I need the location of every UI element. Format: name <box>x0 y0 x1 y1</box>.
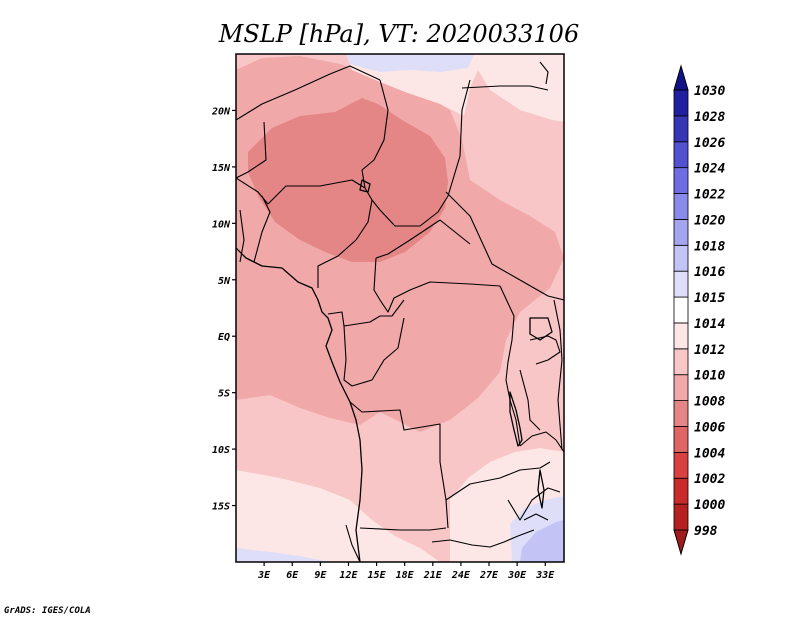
colorbar-segment <box>673 115 689 143</box>
lon-label: 3E <box>257 570 271 581</box>
pressure-fill-1016-north <box>346 54 474 72</box>
lake-malawi <box>537 469 545 509</box>
colorbar-segment <box>673 477 689 505</box>
colorbar-segment <box>673 193 689 220</box>
lon-label: 27E <box>479 570 499 581</box>
lat-label: 20N <box>211 106 231 117</box>
colorbar-label: 1016 <box>694 265 725 280</box>
latitude-axis: 20N 15N 10N 5N EQ 5S 10S 15S <box>211 106 236 513</box>
lon-label: 15E <box>368 570 387 581</box>
lake-tanganyika <box>509 391 523 447</box>
colorbar-label: 1024 <box>694 162 725 177</box>
map-panel <box>236 54 564 562</box>
colorbar: 998 1000 1002 1004 1006 1008 1010 1012 1014 1015 1… <box>673 64 725 556</box>
colorbar-label: 1000 <box>694 498 725 513</box>
map-frame <box>235 53 565 563</box>
colorbar-label: 998 <box>694 524 718 539</box>
lon-label: 9E <box>314 570 327 581</box>
lat-label: 10S <box>212 445 230 456</box>
colorbar-segment <box>673 270 689 298</box>
lon-label: 21E <box>423 570 443 581</box>
lon-label: 18E <box>396 570 415 581</box>
lat-label: 15S <box>212 502 230 513</box>
colorbar-segment <box>673 322 689 350</box>
colorbar-label: 1022 <box>694 188 725 203</box>
lat-label: 10N <box>212 219 231 230</box>
colorbar-segment <box>673 374 689 401</box>
lat-label: 5S <box>218 389 230 400</box>
colorbar-segment <box>673 296 689 324</box>
pressure-fill-1014-south <box>236 470 440 562</box>
colorbar-label: 1020 <box>694 213 725 228</box>
longitude-axis: 3E 6E 9E 12E 15E 18E 21E 24E 27E 30E 33E <box>257 562 555 581</box>
colorbar-segment <box>673 503 689 531</box>
lon-label: 6E <box>286 570 299 581</box>
colorbar-label: 1006 <box>694 420 725 435</box>
colorbar-segment <box>673 167 689 194</box>
colorbar-label: 1030 <box>694 84 725 99</box>
colorbar-label: 1002 <box>694 472 725 487</box>
lon-label: 12E <box>339 570 358 581</box>
lake-chad <box>359 179 371 193</box>
grads-credit: GrADS: IGES/COLA <box>4 606 91 616</box>
lon-label: 33E <box>535 570 555 581</box>
lon-label: 24E <box>451 570 471 581</box>
colorbar-label: 1015 <box>694 291 725 306</box>
colorbar-label: 1008 <box>694 395 725 410</box>
colorbar-segment <box>673 348 689 376</box>
figure-title: MSLP [hPa], VT: 2020033106 <box>218 20 579 48</box>
colorbar-segment <box>673 244 689 272</box>
lat-label: 15N <box>212 163 231 174</box>
colorbar-label: 1012 <box>694 343 725 358</box>
colorbar-label: 1026 <box>694 136 725 151</box>
colorbar-label: 1018 <box>694 239 725 254</box>
colorbar-label: 1014 <box>694 317 725 332</box>
pressure-fill-1014-ne <box>472 54 564 122</box>
country-borders <box>236 61 564 562</box>
lon-label: 30E <box>507 570 527 581</box>
colorbar-label: 1010 <box>694 369 725 384</box>
colorbar-segment <box>673 426 689 453</box>
colorbar-segment <box>673 451 689 479</box>
colorbar-cap-low <box>673 529 689 556</box>
colorbar-cap-high <box>673 64 689 91</box>
coastline <box>236 247 363 562</box>
colorbar-segment <box>673 219 689 246</box>
lat-label: 5N <box>218 276 231 287</box>
colorbar-label: 1028 <box>694 110 725 125</box>
lat-label: EQ <box>218 332 230 343</box>
colorbar-segment <box>673 89 689 117</box>
pressure-fill-1008 <box>248 98 448 262</box>
colorbar-segment <box>673 141 689 169</box>
pressure-fill-1016-sw <box>236 548 330 562</box>
pressure-fill-1018-se <box>520 520 564 562</box>
colorbar-label: 1004 <box>694 446 725 461</box>
colorbar-segment <box>673 400 689 427</box>
lake-victoria <box>529 317 553 341</box>
